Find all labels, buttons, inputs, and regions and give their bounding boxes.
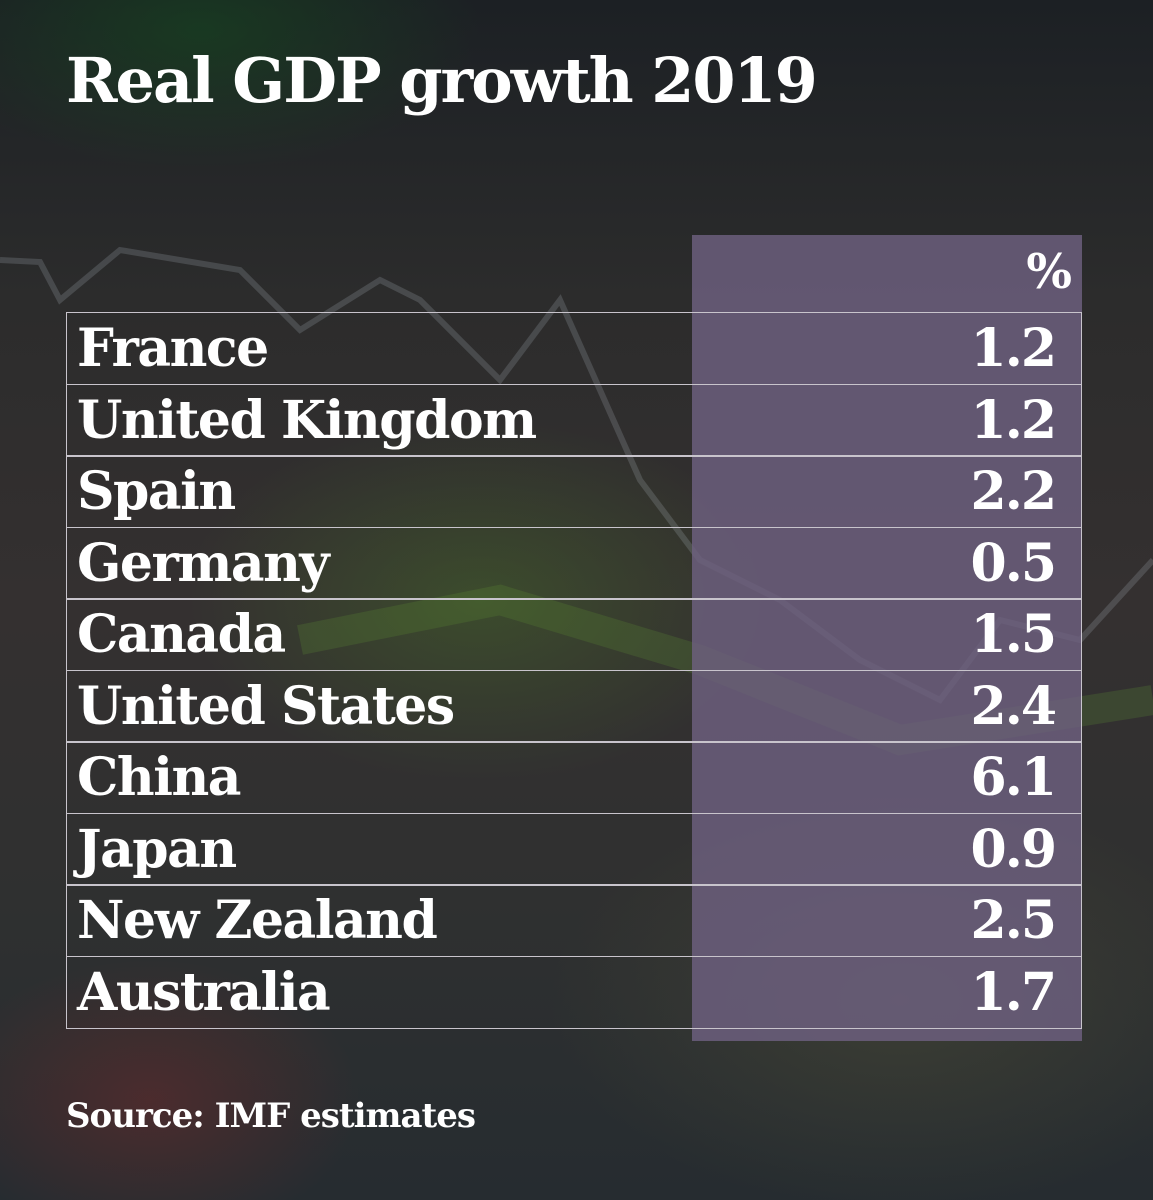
value-label: 1.7 bbox=[970, 961, 1057, 1023]
country-label: China bbox=[77, 747, 241, 808]
country-label: United States bbox=[77, 675, 455, 737]
country-label: Germany bbox=[77, 532, 330, 594]
table-row: Canada 1.5 bbox=[66, 598, 1082, 671]
country-label: Japan bbox=[77, 818, 237, 880]
table-row: United Kingdom 1.2 bbox=[66, 383, 1082, 457]
value-column-highlight bbox=[692, 235, 1082, 1041]
table-row: Spain 2.2 bbox=[66, 455, 1082, 528]
country-label: New Zealand bbox=[77, 890, 438, 951]
gdp-table: France 1.2 United Kingdom 1.2 Spain 2.2 Ger… bbox=[66, 312, 1082, 1029]
table-row: New Zealand 2.5 bbox=[66, 884, 1082, 957]
value-label: 2.2 bbox=[970, 461, 1057, 522]
value-label: 0.5 bbox=[970, 532, 1057, 594]
table-row: France 1.2 bbox=[66, 312, 1082, 385]
country-label: Spain bbox=[77, 461, 236, 522]
chart-title: Real GDP growth 2019 bbox=[66, 44, 818, 117]
country-label: France bbox=[77, 318, 269, 379]
value-label: 2.4 bbox=[970, 675, 1057, 737]
value-label: 1.5 bbox=[970, 604, 1057, 665]
country-label: Australia bbox=[77, 961, 331, 1023]
value-label: 1.2 bbox=[970, 389, 1057, 451]
source-note: Source: IMF estimates bbox=[66, 1096, 476, 1136]
value-label: 0.9 bbox=[970, 818, 1057, 880]
unit-header: % bbox=[1026, 244, 1072, 300]
value-label: 2.5 bbox=[970, 890, 1057, 951]
country-label: Canada bbox=[77, 604, 286, 665]
table-row: Australia 1.7 bbox=[66, 955, 1082, 1029]
country-label: United Kingdom bbox=[77, 389, 537, 451]
table-row: China 6.1 bbox=[66, 741, 1082, 814]
table-row: Germany 0.5 bbox=[66, 526, 1082, 600]
value-label: 1.2 bbox=[970, 318, 1057, 379]
value-label: 6.1 bbox=[970, 747, 1057, 808]
table-row: Japan 0.9 bbox=[66, 812, 1082, 886]
table-row: United States 2.4 bbox=[66, 669, 1082, 743]
